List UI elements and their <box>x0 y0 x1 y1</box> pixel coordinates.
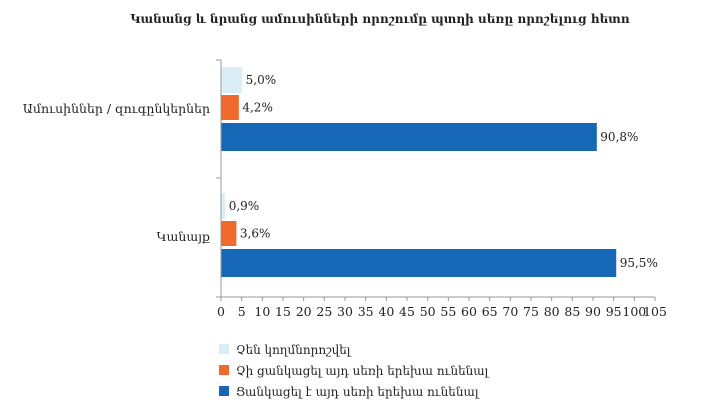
bar <box>221 221 237 246</box>
x-tick-label: 65 <box>482 304 498 319</box>
x-tick-label: 100 <box>622 304 646 319</box>
data-label: 4,2% <box>242 101 272 115</box>
data-label: 3,6% <box>240 227 271 241</box>
x-tick-label: 45 <box>399 304 415 319</box>
legend-label: Չեն կողմնորոշվել <box>236 343 352 357</box>
x-tick-label: 95 <box>606 304 622 319</box>
legend-swatch <box>219 365 229 375</box>
x-tick-label: 0 <box>217 304 225 319</box>
x-tick-label: 70 <box>502 304 518 319</box>
legend: Չեն կողմնորոշվել Չի ցանկացել այդ սեռի երե… <box>219 343 490 399</box>
category-label: Կանայք <box>156 229 210 244</box>
chart-title: Կանանց և նրանց ամուսինների որոշումը պտղի… <box>130 12 629 26</box>
data-label: 90,8% <box>600 130 638 144</box>
x-tick-label: 60 <box>461 304 477 319</box>
legend-swatch <box>219 386 229 396</box>
x-tick-label: 20 <box>296 304 312 319</box>
x-tick-label: 80 <box>544 304 560 319</box>
x-tick-label: 10 <box>254 304 270 319</box>
x-tick-label: 30 <box>337 304 353 319</box>
x-tick-label: 55 <box>440 304 456 319</box>
category-label: Ամուսիններ / զուգընկերներ <box>23 101 210 116</box>
x-tick-label: 15 <box>275 304 291 319</box>
x-tick-label: 75 <box>523 304 539 319</box>
data-label: 95,5% <box>620 256 658 270</box>
x-tick-label: 5 <box>238 304 246 319</box>
data-label: 0,9% <box>229 199 260 213</box>
x-tick-label: 50 <box>420 304 436 319</box>
bar <box>221 123 597 151</box>
x-tick-label: 35 <box>358 304 374 319</box>
x-tick-label: 40 <box>378 304 394 319</box>
bar <box>221 193 226 219</box>
legend-swatch <box>219 344 229 354</box>
legend-label: Չի ցանկացել այդ սեռի երեխա ունենալ <box>236 364 490 378</box>
x-tick-label: 85 <box>564 304 580 319</box>
x-tick-label: 105 <box>643 304 667 319</box>
x-tick-label: 25 <box>316 304 332 319</box>
plot-area: 0 5 10 15 20 25 30 35 40 45 50 55 60 65 70 75 80 85 90 95 10… <box>23 59 667 319</box>
bar <box>221 67 243 93</box>
bar <box>221 95 239 120</box>
x-tick-label: 90 <box>585 304 601 319</box>
data-label: 5,0% <box>246 73 277 87</box>
legend-label: Ցանկացել է այդ սեռի երեխա ունենալ <box>236 385 480 399</box>
bar <box>221 249 617 277</box>
